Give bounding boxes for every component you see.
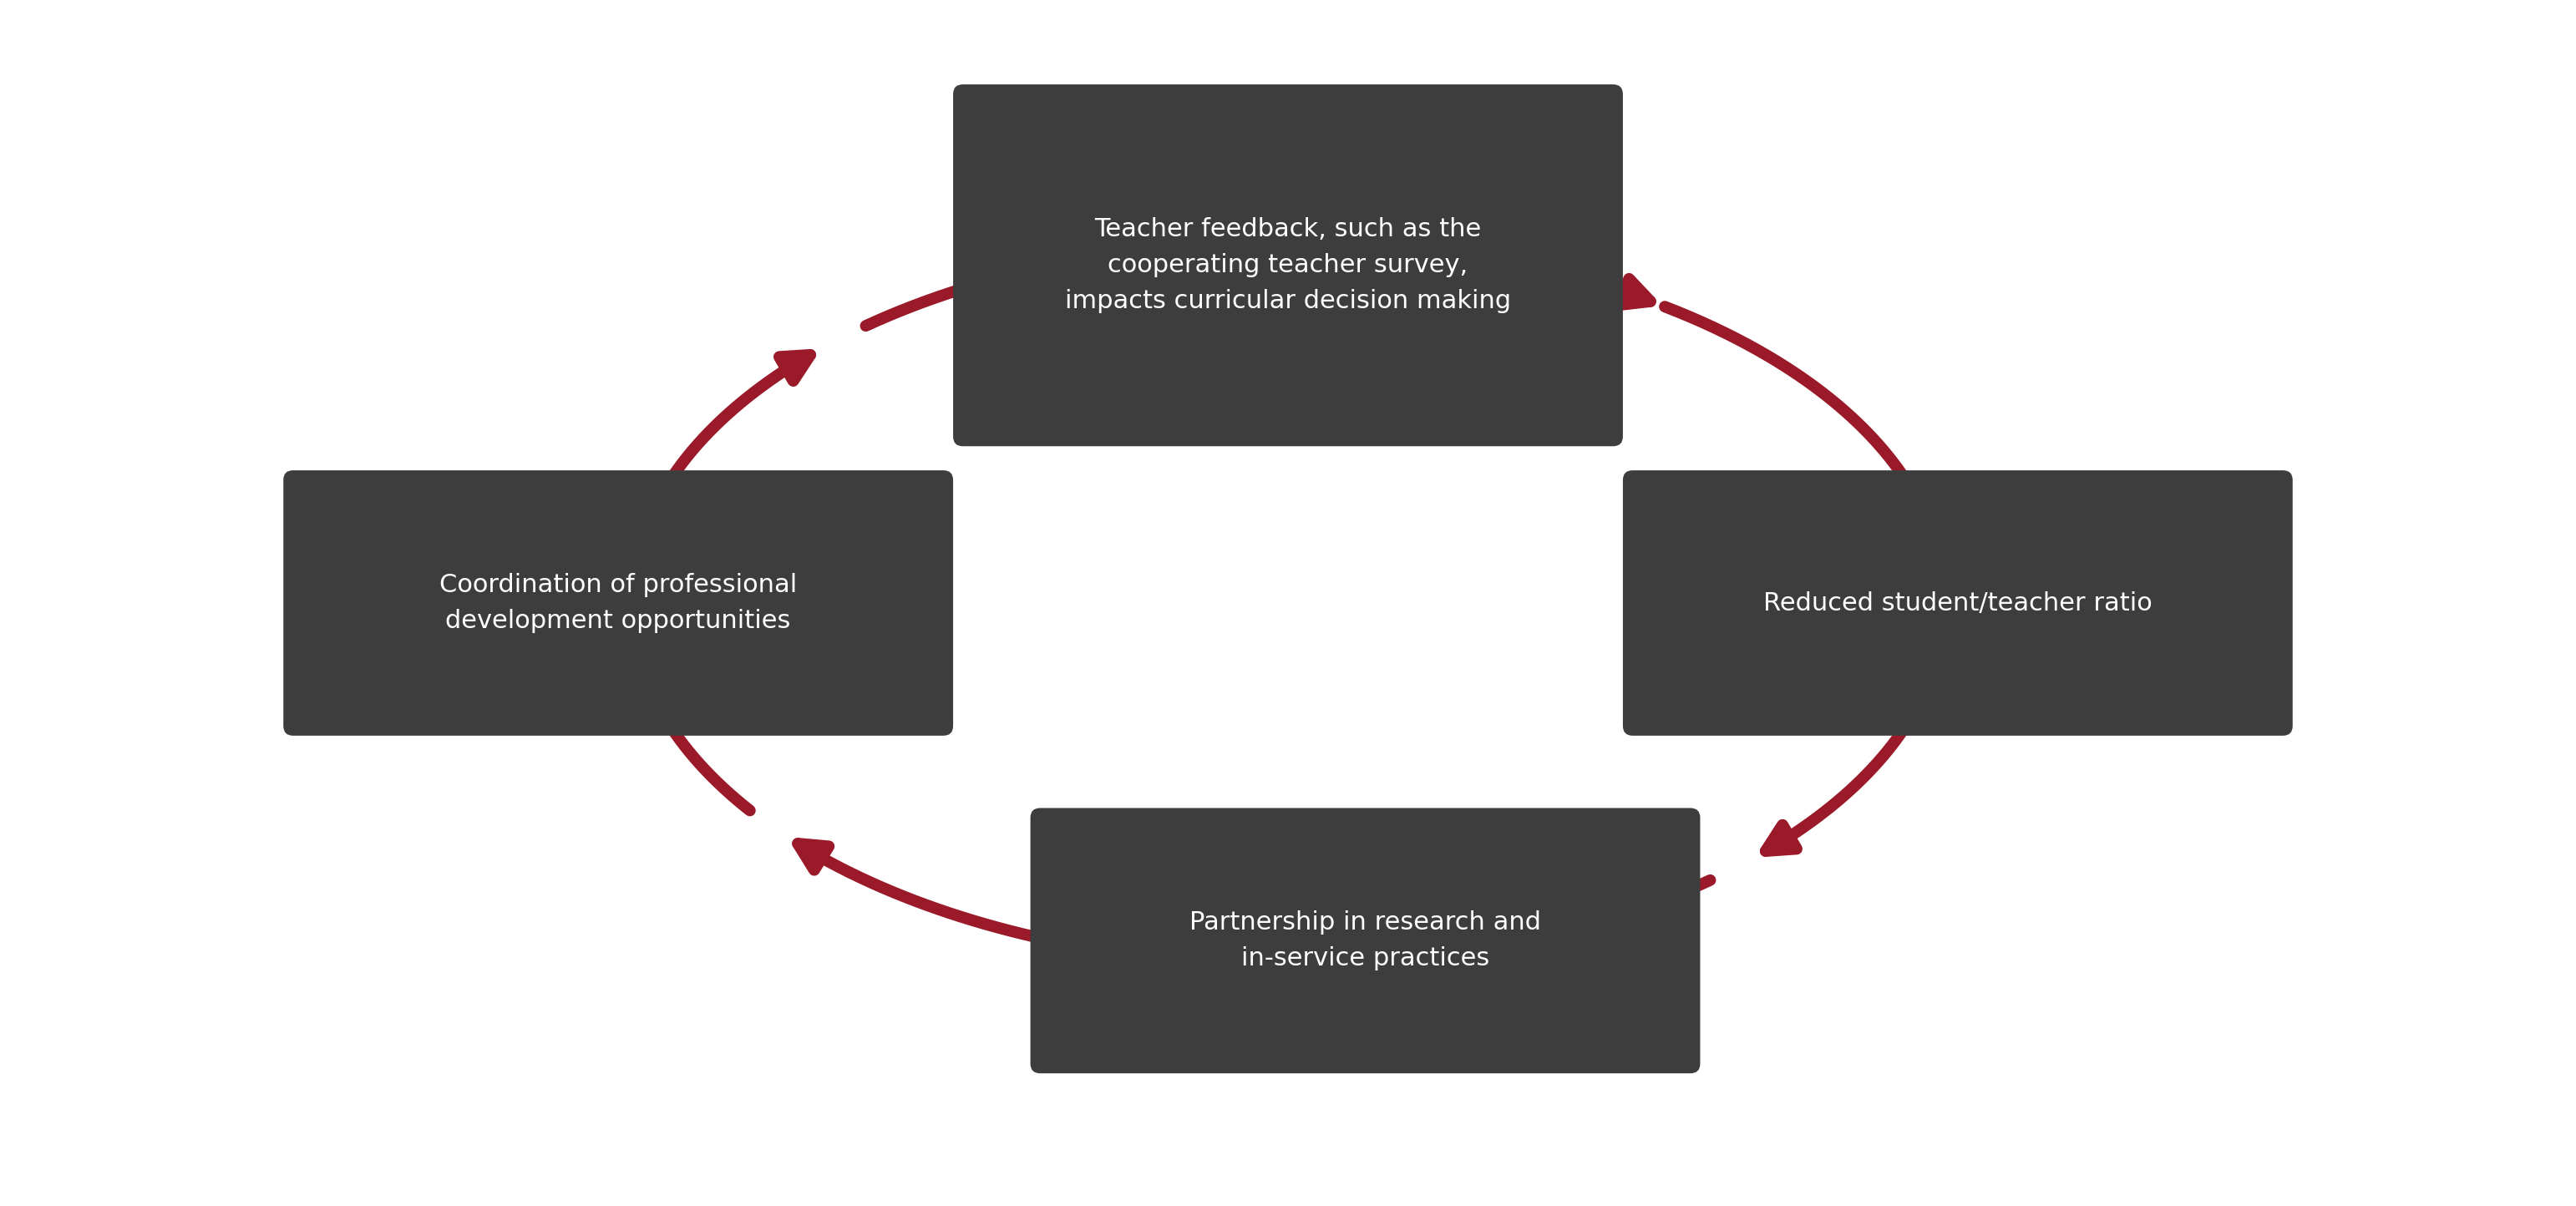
Text: Coordination of professional
development opportunities: Coordination of professional development…: [440, 573, 796, 633]
Text: Partnership in research and
in-service practices: Partnership in research and in-service p…: [1190, 911, 1540, 971]
FancyBboxPatch shape: [1030, 808, 1700, 1073]
Text: Teacher feedback, such as the
cooperating teacher survey,
impacts curricular dec: Teacher feedback, such as the cooperatin…: [1064, 217, 1512, 314]
Text: Reduced student/teacher ratio: Reduced student/teacher ratio: [1762, 591, 2154, 615]
FancyBboxPatch shape: [953, 84, 1623, 446]
FancyBboxPatch shape: [1623, 470, 2293, 736]
FancyBboxPatch shape: [283, 470, 953, 736]
